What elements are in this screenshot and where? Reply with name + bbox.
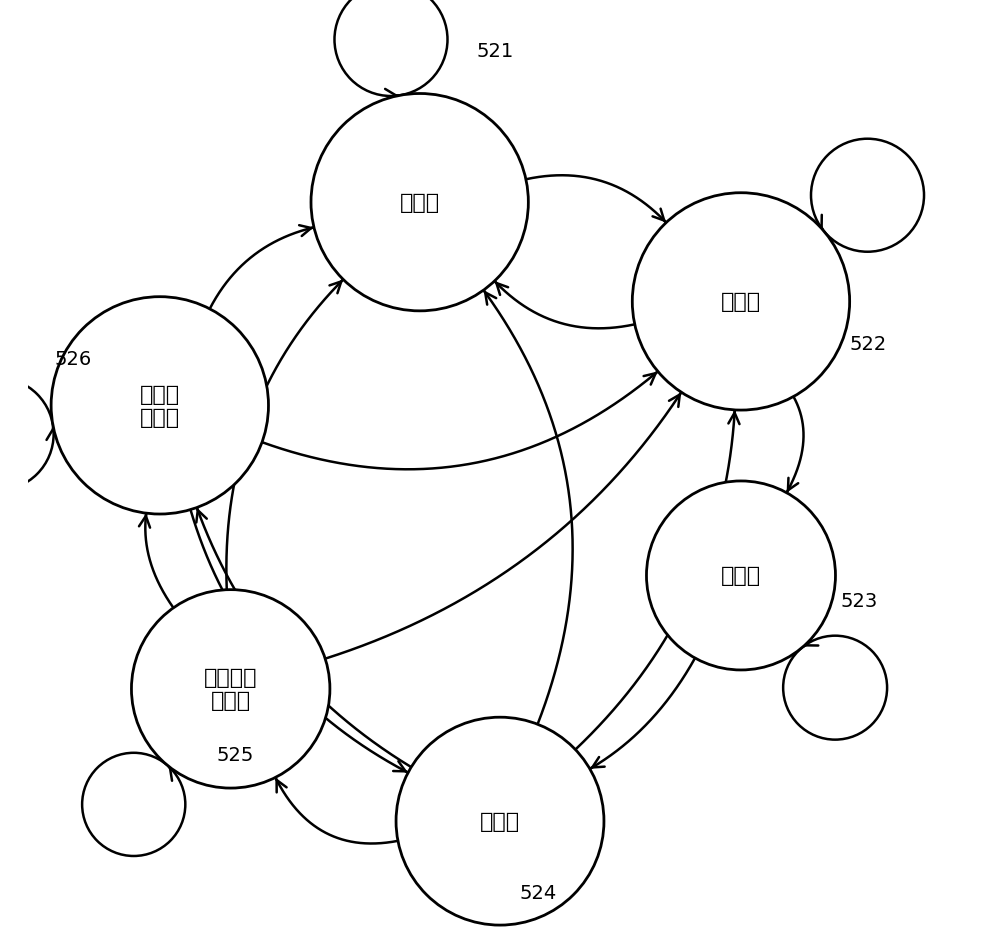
- Text: 521: 521: [477, 42, 514, 61]
- Circle shape: [646, 481, 835, 670]
- Text: 523: 523: [840, 592, 878, 611]
- Circle shape: [131, 590, 330, 788]
- Circle shape: [51, 297, 268, 514]
- Text: 处理态: 处理态: [721, 565, 761, 586]
- Text: 判断态: 判断态: [480, 811, 520, 832]
- Text: 发送应
答帧态: 发送应 答帧态: [140, 384, 180, 428]
- Text: 发送对时
信息态: 发送对时 信息态: [204, 667, 257, 711]
- Text: 初始态: 初始态: [400, 193, 440, 213]
- Circle shape: [632, 194, 850, 411]
- Circle shape: [396, 717, 604, 925]
- Text: 接收态: 接收态: [721, 292, 761, 312]
- Text: 524: 524: [519, 883, 556, 902]
- Text: 526: 526: [54, 349, 91, 368]
- Circle shape: [311, 94, 528, 312]
- Text: 525: 525: [217, 746, 254, 765]
- Text: 522: 522: [850, 335, 887, 354]
